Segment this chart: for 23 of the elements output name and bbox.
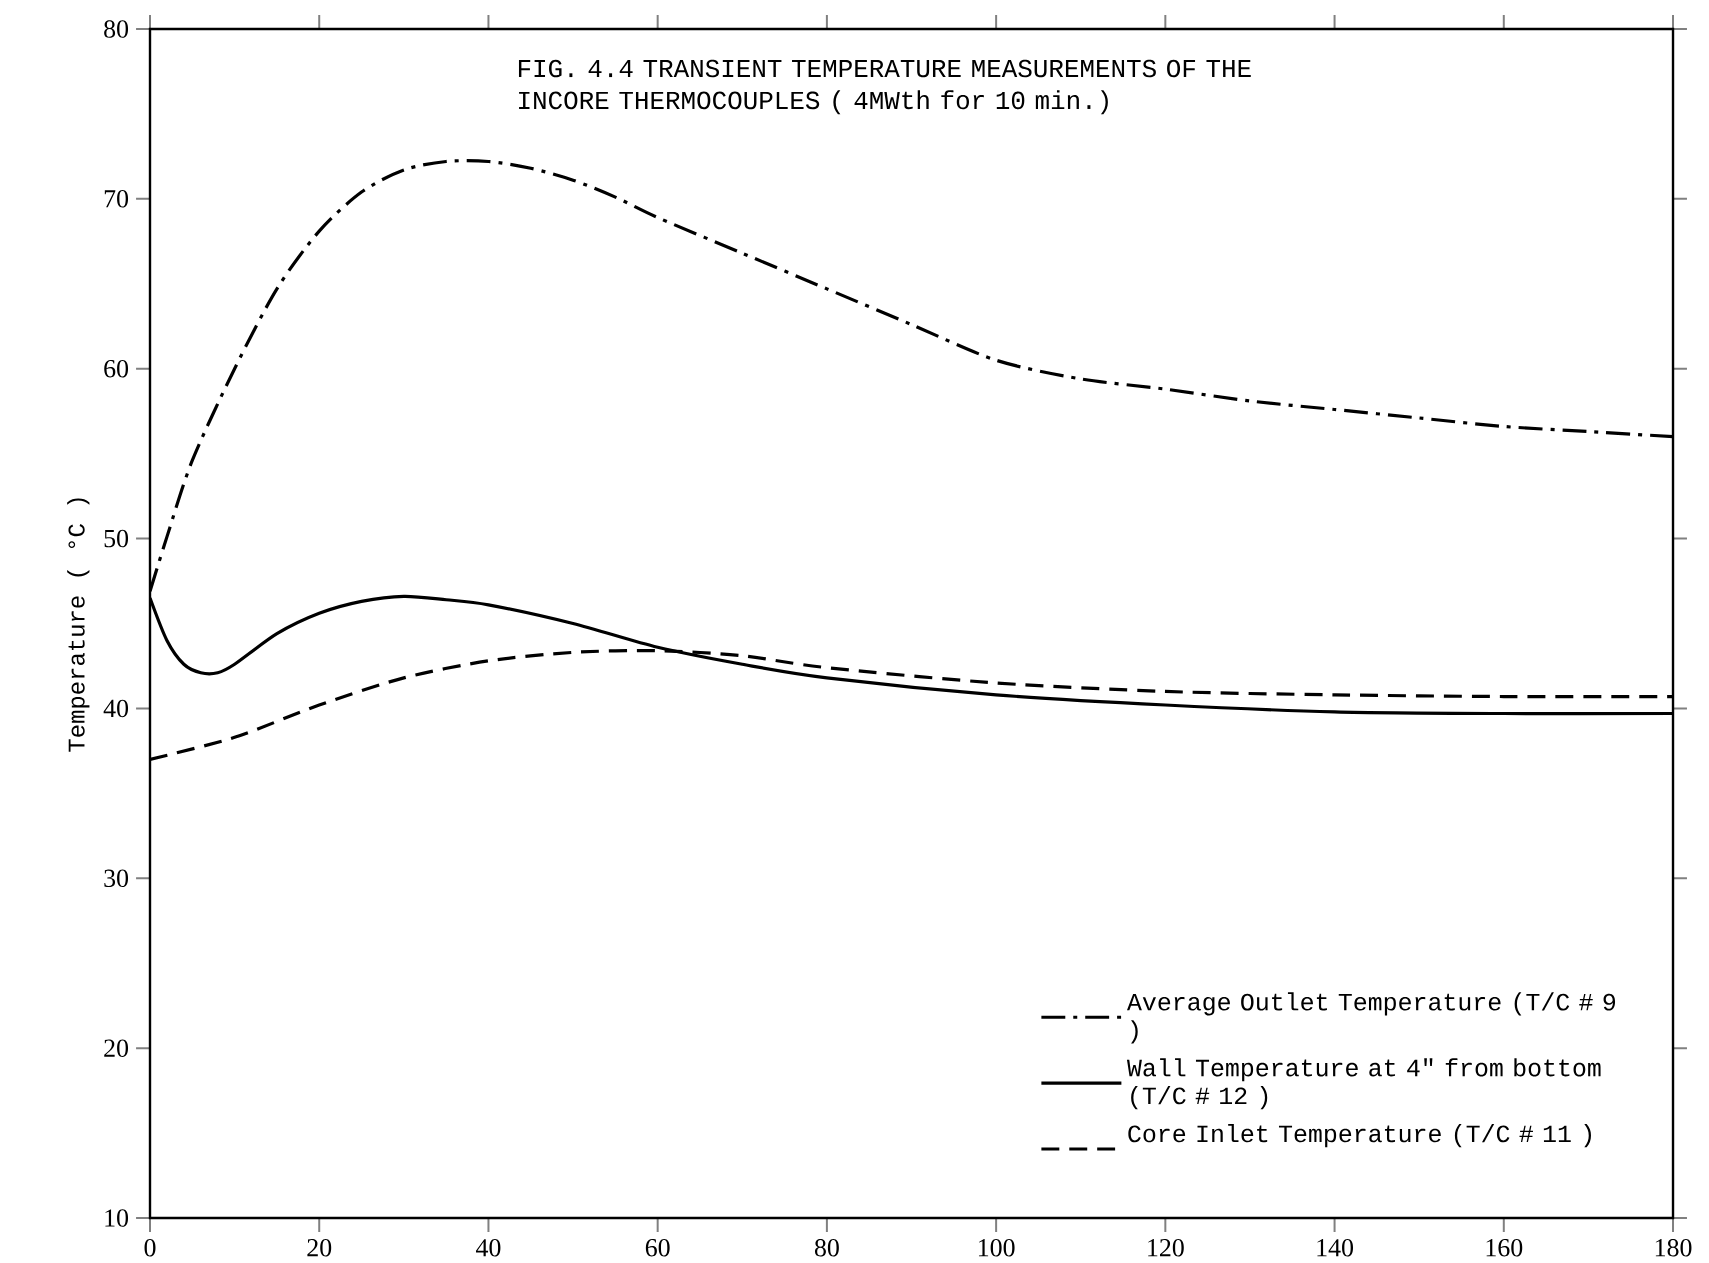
legend-label: Average Outlet Temperature (T/C # 9 ) [1126,992,1616,1044]
y-axis-title: Temperature ( °C ) [67,498,90,752]
x-tick-label: 140 [1317,1239,1354,1257]
y-tick-label: 80 [104,20,129,38]
y-tick-label: 50 [104,529,129,548]
y-tick-label: 40 [103,699,129,718]
x-tick-label: 100 [978,1239,1015,1257]
x-tick-label: 20 [307,1239,332,1257]
legend-label: Wall Temperature at 4" from bottom (T/C # 12 ) [1126,1058,1601,1110]
x-tick-label: 60 [645,1239,670,1257]
y-tick-label: 60 [104,359,129,378]
y-tick-label: 70 [104,190,129,208]
x-tick-label: 180 [1655,1239,1692,1257]
x-tick-label: 40 [476,1239,501,1257]
x-tick-label: 0 [144,1239,156,1257]
x-tick-label: 80 [814,1239,839,1257]
y-tick-label: 30 [104,869,129,888]
y-tick-label: 20 [104,1039,129,1057]
x-tick-label: 160 [1486,1239,1523,1257]
x-tick-label: 120 [1148,1239,1184,1257]
text: FIG. 4.4 TRANSIENT TEMPERATURE MEASUREMENTS OF THE INCORE THERMOCOUPLES ( 4MWth for 10 min.) [518,59,1251,115]
legend-label: Core Inlet Temperature (T/C # 11 ) [1128,1124,1591,1148]
y-tick-label: 10 [105,1209,129,1227]
